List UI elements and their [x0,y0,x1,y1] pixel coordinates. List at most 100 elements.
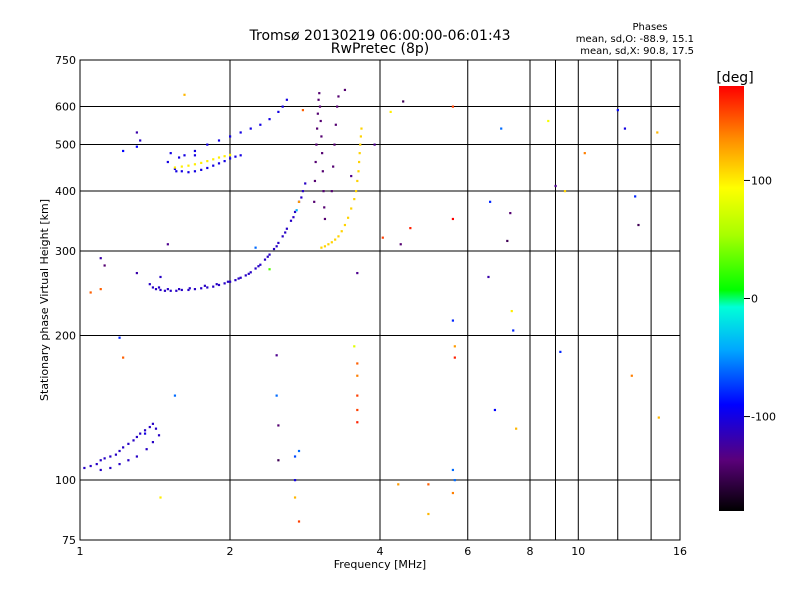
data-point [122,446,125,449]
y-tick-label: 500 [55,139,76,152]
data-point [656,131,659,134]
data-point [327,243,330,246]
data-point [193,170,197,173]
data-point [154,427,158,430]
data-point [583,152,586,155]
y-tick-label: 75 [62,534,76,547]
data-point [268,253,271,256]
data-point [163,289,167,292]
data-point [330,241,333,244]
data-point [229,135,232,138]
data-point [319,119,322,123]
data-point [212,158,215,161]
data-point [381,236,384,239]
data-point [275,394,278,397]
data-point [114,453,118,456]
data-point [332,165,335,168]
data-point [223,282,226,285]
data-point [239,276,242,279]
x-tick-label: 8 [527,545,534,558]
data-point [145,448,148,451]
data-point [301,190,305,193]
data-point [300,196,303,199]
data-point [223,155,226,158]
data-point [188,287,191,290]
data-point [337,235,340,238]
data-point [217,283,221,287]
data-point [316,127,319,130]
data-point [637,223,640,227]
data-point [118,449,121,453]
x-tick-label: 16 [673,545,687,558]
data-point [180,288,183,292]
data-point [203,284,206,287]
data-point [559,350,562,353]
data-point [451,468,455,472]
data-point [323,245,327,248]
data-point [657,416,660,419]
data-point [103,264,106,267]
data-point [357,160,361,164]
data-point [323,217,327,221]
data-point [489,200,492,203]
data-point [263,258,267,261]
data-point [143,429,147,432]
colorbar: [deg] 100 0 -100 [716,70,776,511]
data-point [318,92,321,95]
grid-lines [80,60,680,540]
data-point [139,432,142,435]
data-point [193,288,197,291]
data-point [132,439,135,442]
data-point [512,329,515,332]
data-point [200,168,203,171]
y-tick-label: 300 [55,245,76,258]
data-point [316,112,319,115]
data-point [166,288,169,291]
data-point [183,154,186,157]
data-point [217,162,221,165]
data-point [292,216,295,219]
data-point [563,190,567,193]
data-point [151,441,155,444]
data-point [139,139,142,142]
data-point [453,356,456,359]
data-point [515,427,518,430]
data-point [356,374,359,377]
data-point [206,143,209,146]
data-point [239,154,242,157]
data-point [175,289,178,292]
data-point [157,286,161,289]
data-point [350,174,353,178]
data-point [427,512,430,516]
data-point [293,455,297,458]
y-axis-ticks: 75 100 200 300 400 500 600 750 [55,54,76,547]
data-point [547,119,550,123]
colorbar-gradient [719,86,744,511]
data-point [135,145,138,148]
data-point [281,105,284,108]
data-point [143,432,147,435]
data-point [135,271,138,275]
data-point [109,466,112,470]
data-point [193,149,197,153]
data-points [83,88,660,523]
x-tick-label: 6 [464,545,471,558]
data-point [154,288,158,291]
data-point [135,435,138,439]
data-point [148,283,151,286]
data-point [554,184,557,188]
data-point [320,135,323,138]
data-point [226,280,230,283]
data-point [83,466,86,470]
data-point [317,98,320,101]
data-point [193,154,197,157]
data-point [277,459,280,462]
data-point [169,289,172,292]
data-point [293,210,297,214]
data-point [173,394,177,397]
data-point [217,139,221,142]
data-point [493,408,497,412]
data-point [151,422,155,425]
data-point [397,483,400,486]
data-point [215,283,218,286]
